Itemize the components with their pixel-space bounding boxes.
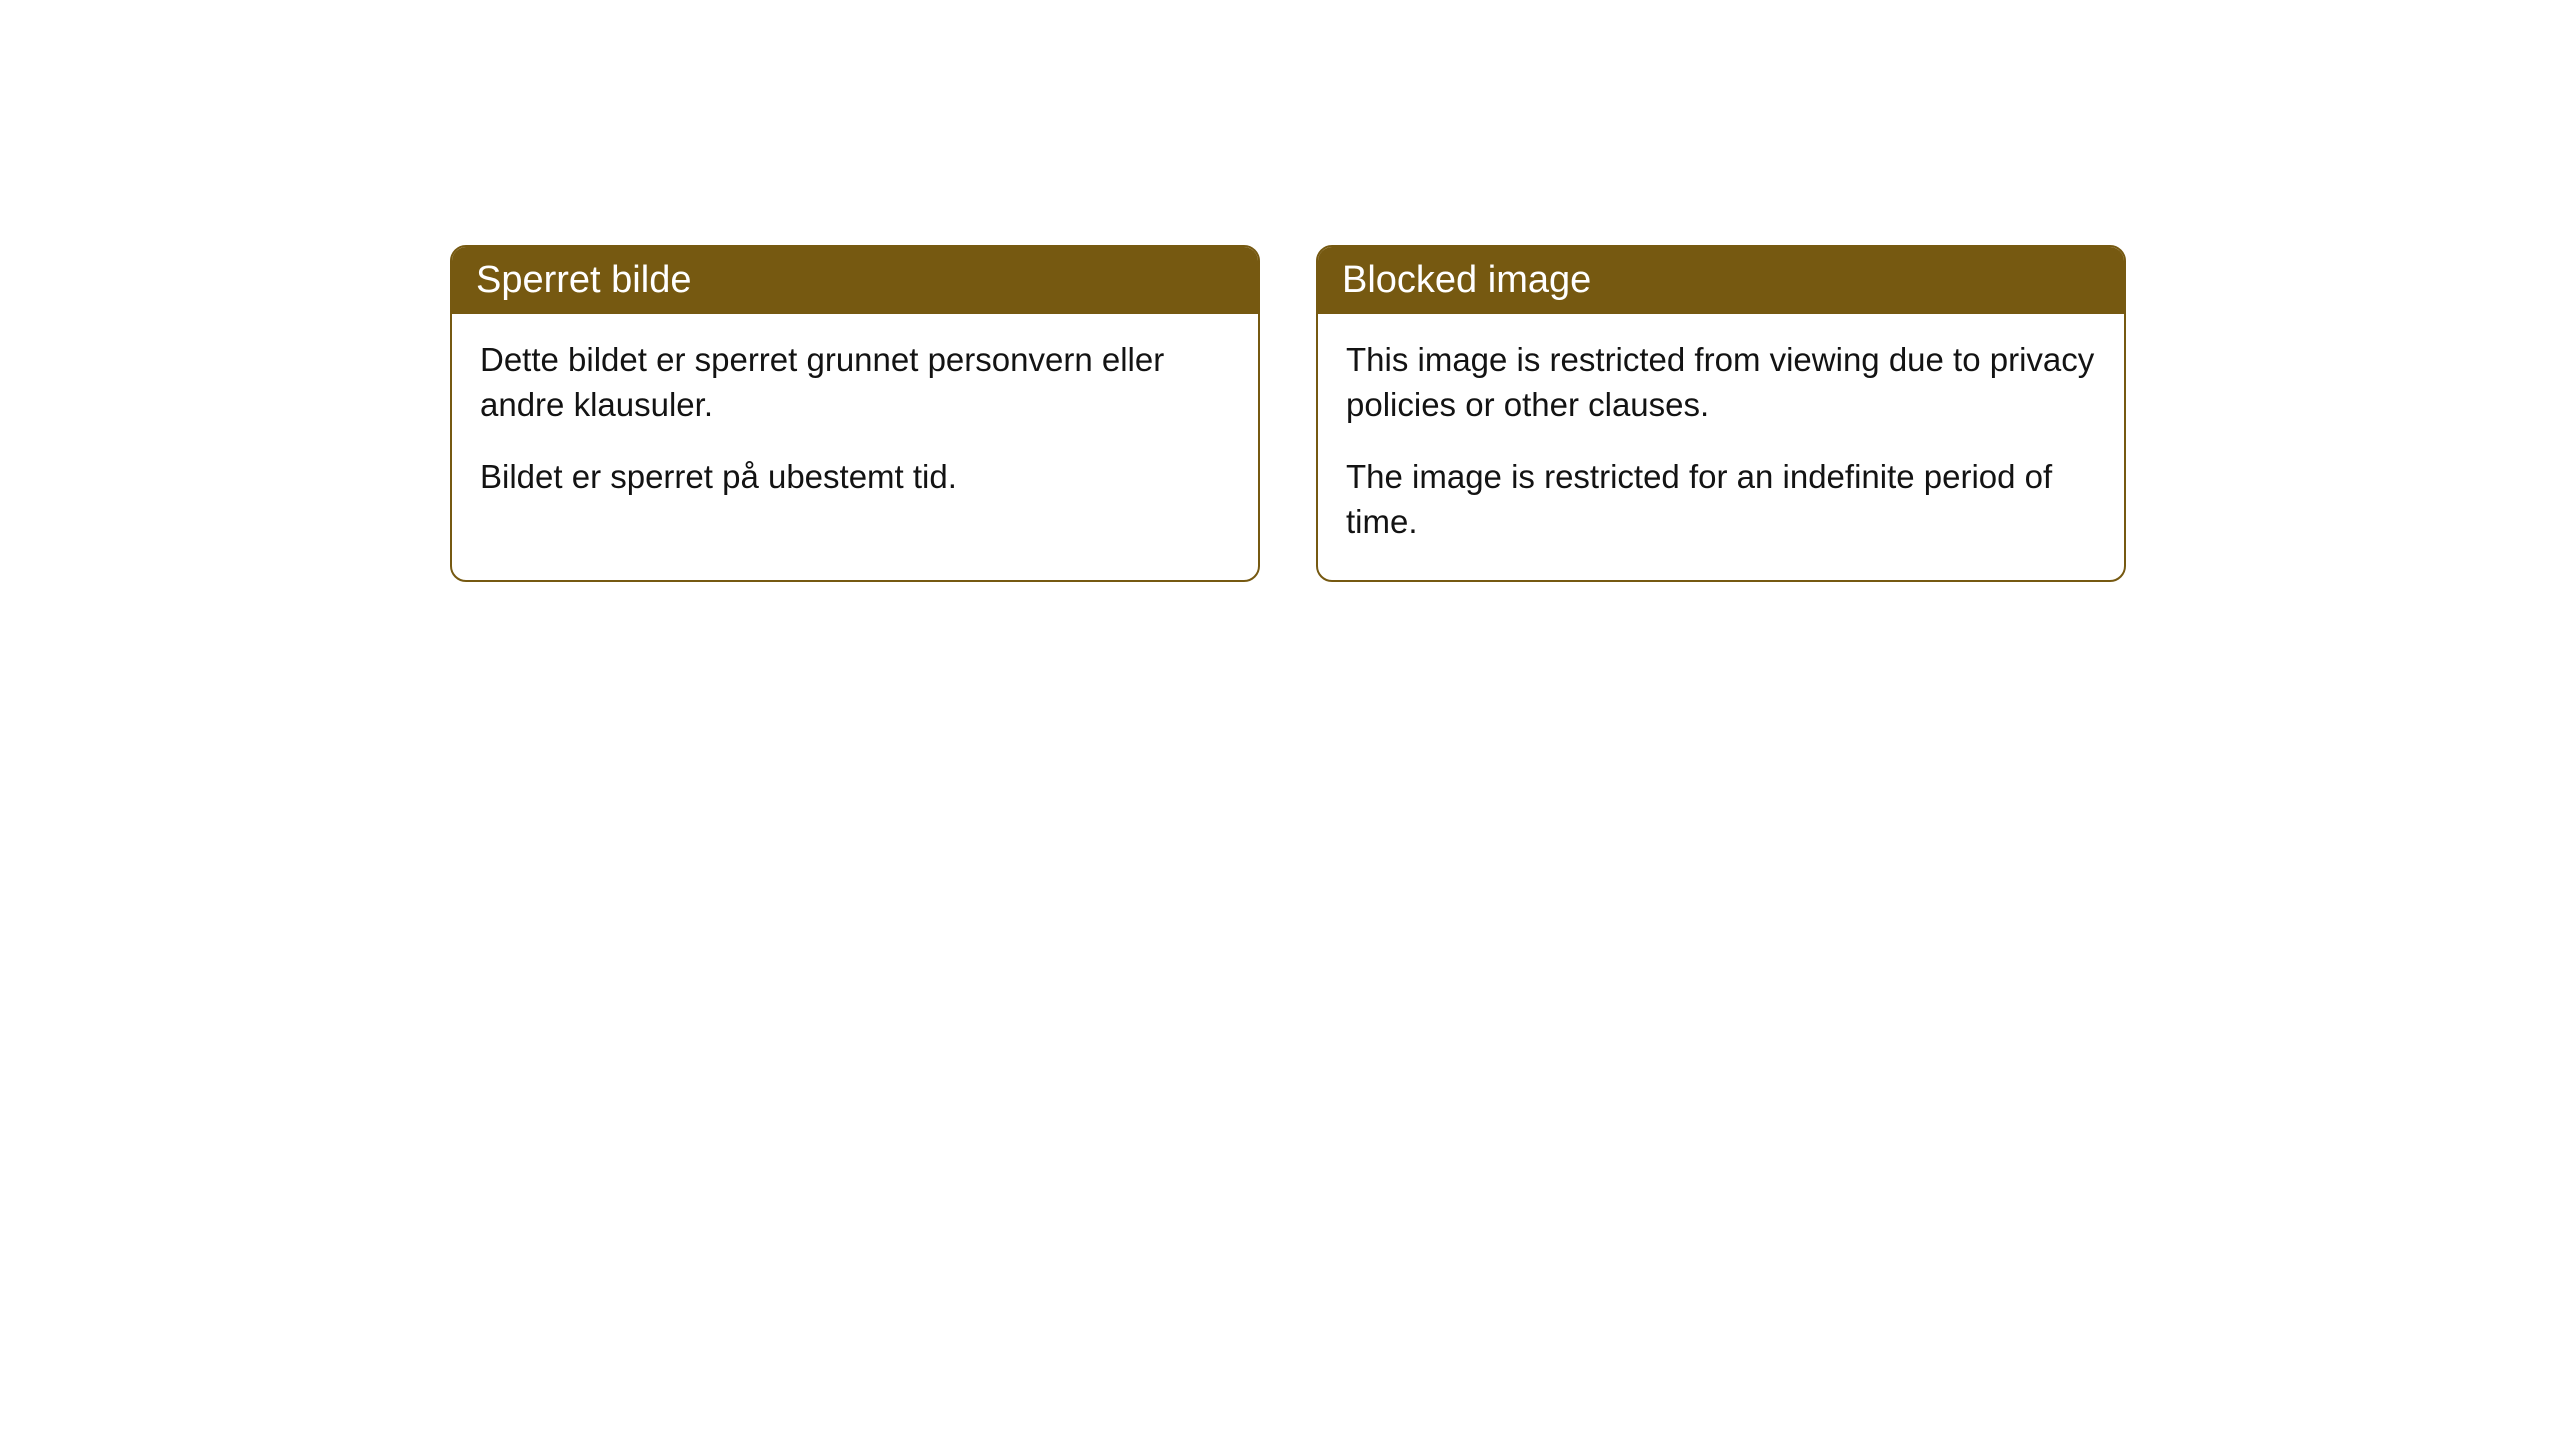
card-body: Dette bildet er sperret grunnet personve…	[452, 314, 1258, 536]
notice-card-english: Blocked image This image is restricted f…	[1316, 245, 2126, 582]
card-paragraph: The image is restricted for an indefinit…	[1346, 455, 2096, 544]
notice-card-norwegian: Sperret bilde Dette bildet er sperret gr…	[450, 245, 1260, 582]
card-paragraph: This image is restricted from viewing du…	[1346, 338, 2096, 427]
card-body: This image is restricted from viewing du…	[1318, 314, 2124, 580]
card-header: Blocked image	[1318, 247, 2124, 314]
notice-cards-container: Sperret bilde Dette bildet er sperret gr…	[450, 245, 2560, 582]
card-paragraph: Bildet er sperret på ubestemt tid.	[480, 455, 1230, 500]
card-header: Sperret bilde	[452, 247, 1258, 314]
card-paragraph: Dette bildet er sperret grunnet personve…	[480, 338, 1230, 427]
card-title: Sperret bilde	[476, 259, 691, 301]
card-title: Blocked image	[1342, 259, 1591, 301]
